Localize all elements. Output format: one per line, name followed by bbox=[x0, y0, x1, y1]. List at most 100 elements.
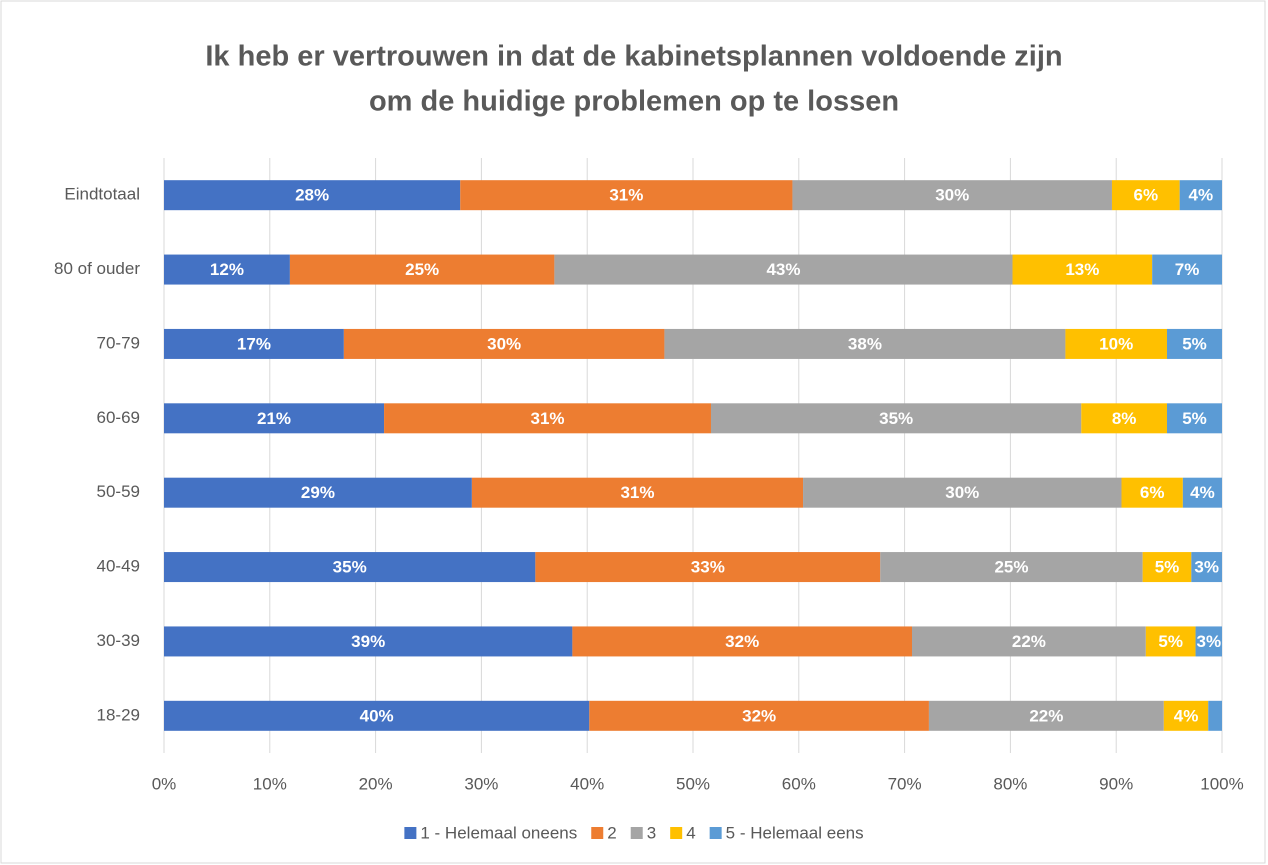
data-label: 4% bbox=[1174, 706, 1199, 725]
bar-segment bbox=[554, 254, 1013, 285]
x-tick-label: 100% bbox=[1200, 774, 1243, 793]
data-label: 43% bbox=[766, 260, 800, 279]
x-tick-label: 50% bbox=[676, 774, 710, 793]
data-label: 32% bbox=[725, 632, 759, 651]
x-tick-label: 40% bbox=[570, 774, 604, 793]
bar-segment bbox=[1111, 180, 1180, 211]
bar-segment bbox=[164, 552, 536, 583]
data-label: 25% bbox=[405, 260, 439, 279]
data-label: 21% bbox=[257, 409, 291, 428]
legend-label: 4 bbox=[686, 823, 695, 842]
bar-segment bbox=[1208, 700, 1222, 731]
data-label: 10% bbox=[1099, 334, 1133, 353]
bar-segment bbox=[912, 626, 1146, 657]
x-tick-label: 70% bbox=[888, 774, 922, 793]
data-label: 4% bbox=[1189, 186, 1214, 205]
bar-segment bbox=[880, 552, 1143, 583]
data-label: 5% bbox=[1182, 409, 1207, 428]
data-label: 38% bbox=[848, 334, 882, 353]
category-label: Eindtotaal bbox=[64, 185, 140, 204]
x-tick-label: 10% bbox=[253, 774, 287, 793]
bar-segment bbox=[164, 403, 385, 434]
bar-segment bbox=[928, 700, 1164, 731]
data-label: 17% bbox=[237, 334, 271, 353]
legend-swatch bbox=[591, 827, 604, 839]
bar-segment bbox=[1145, 626, 1196, 657]
bar-segment bbox=[471, 477, 804, 508]
bar-segment bbox=[164, 700, 590, 731]
legend-label: 3 bbox=[647, 823, 656, 842]
data-label: 30% bbox=[935, 186, 969, 205]
x-tick-label: 0% bbox=[152, 774, 177, 793]
x-tick-label: 80% bbox=[993, 774, 1027, 793]
data-label: 4% bbox=[1190, 483, 1215, 502]
data-label: 22% bbox=[1012, 632, 1046, 651]
data-label: 31% bbox=[531, 409, 565, 428]
data-label: 5% bbox=[1155, 558, 1180, 577]
data-label: 5% bbox=[1158, 632, 1183, 651]
bar-segment bbox=[1012, 254, 1153, 285]
legend-label: 5 - Helemaal eens bbox=[726, 823, 864, 842]
category-label: 80 of ouder bbox=[54, 259, 140, 278]
data-label: 35% bbox=[333, 558, 367, 577]
bar-segment bbox=[1142, 552, 1192, 583]
legend-swatch bbox=[670, 827, 683, 839]
data-label: 30% bbox=[945, 483, 979, 502]
bar-segment bbox=[460, 180, 793, 211]
bar-segment bbox=[664, 328, 1066, 359]
legend-label: 2 bbox=[607, 823, 616, 842]
data-label: 22% bbox=[1029, 706, 1063, 725]
bar-segment bbox=[1166, 328, 1222, 359]
bar-segment bbox=[589, 700, 929, 731]
data-label: 5% bbox=[1182, 334, 1207, 353]
bar-segment bbox=[1195, 626, 1222, 657]
bar-segment bbox=[1163, 700, 1209, 731]
data-label: 33% bbox=[691, 558, 725, 577]
bar-segment bbox=[803, 477, 1122, 508]
bar-segment bbox=[164, 477, 472, 508]
data-label: 32% bbox=[742, 706, 776, 725]
data-label: 35% bbox=[879, 409, 913, 428]
bar-segment bbox=[1182, 477, 1222, 508]
data-label: 40% bbox=[360, 706, 394, 725]
data-label: 39% bbox=[351, 632, 385, 651]
category-label: 40-49 bbox=[97, 557, 140, 576]
bar-segment bbox=[384, 403, 711, 434]
data-label: 8% bbox=[1112, 409, 1137, 428]
bar-segment bbox=[164, 180, 461, 211]
x-tick-label: 60% bbox=[782, 774, 816, 793]
data-label: 7% bbox=[1175, 260, 1200, 279]
data-label: 31% bbox=[609, 186, 643, 205]
bar-segment bbox=[710, 403, 1082, 434]
bar-segment bbox=[1121, 477, 1183, 508]
category-label: 70-79 bbox=[97, 333, 140, 352]
bar-segment bbox=[1065, 328, 1167, 359]
category-label: 50-59 bbox=[97, 482, 140, 501]
data-label: 3% bbox=[1194, 558, 1219, 577]
bar-segment bbox=[343, 328, 665, 359]
bar-segment bbox=[572, 626, 913, 657]
data-label: 6% bbox=[1140, 483, 1165, 502]
x-tick-label: 20% bbox=[359, 774, 393, 793]
category-label: 18-29 bbox=[97, 705, 140, 724]
bar-segment bbox=[289, 254, 555, 285]
data-label: 31% bbox=[620, 483, 654, 502]
bar-segment bbox=[1179, 180, 1222, 211]
data-label: 25% bbox=[994, 558, 1028, 577]
data-label: 12% bbox=[210, 260, 244, 279]
data-label: 6% bbox=[1134, 186, 1159, 205]
bar-segment bbox=[1081, 403, 1167, 434]
bar-segment bbox=[164, 254, 290, 285]
legend-swatch bbox=[709, 827, 722, 839]
category-label: 60-69 bbox=[97, 408, 140, 427]
data-label: 3% bbox=[1196, 632, 1221, 651]
bar-segment bbox=[792, 180, 1112, 211]
chart-title: om de huidige problemen op te lossen bbox=[369, 86, 899, 118]
data-label: 28% bbox=[295, 186, 329, 205]
bar-segment bbox=[1191, 552, 1222, 583]
bar-segment bbox=[535, 552, 881, 583]
bar-segment bbox=[1166, 403, 1222, 434]
bar-segment bbox=[164, 328, 344, 359]
bar-segment bbox=[1152, 254, 1222, 285]
